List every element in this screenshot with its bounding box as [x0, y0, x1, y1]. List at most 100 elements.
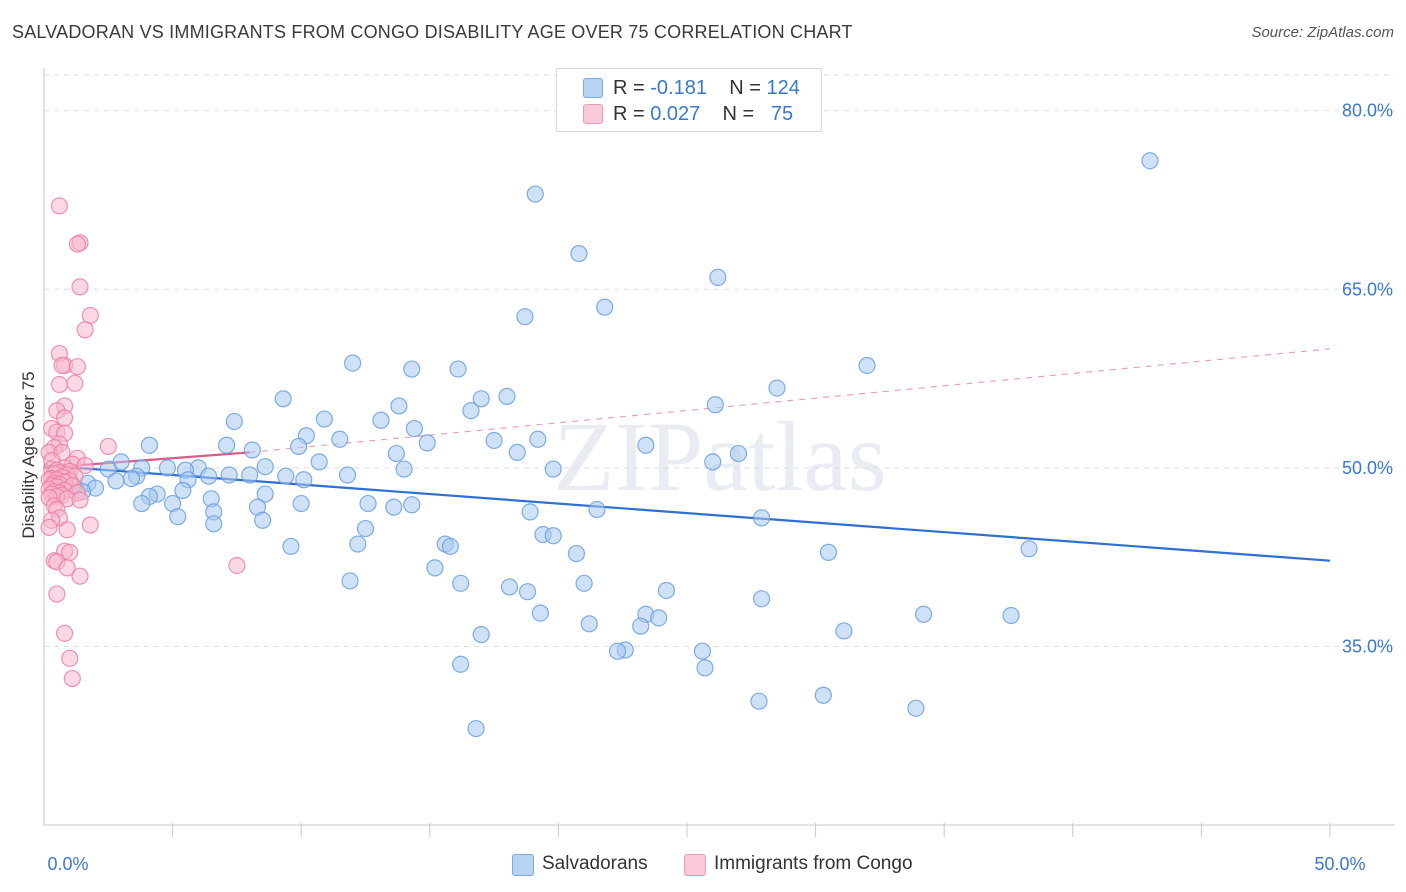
- salvadoran-point: [338, 466, 357, 484]
- salvadoran-point: [256, 485, 274, 503]
- watermark: ZIPatlas: [553, 401, 886, 512]
- salvadoran-point: [112, 453, 130, 471]
- congo-point: [68, 358, 87, 376]
- congo-point: [68, 235, 87, 253]
- salvadoran-point: [608, 642, 627, 660]
- salvadoran-point: [403, 496, 421, 514]
- r-label: R =: [613, 103, 645, 125]
- salvadoran-point: [472, 625, 490, 644]
- salvadoran-point: [390, 397, 408, 415]
- salvadoran-point: [452, 574, 470, 592]
- salvadoran-point: [290, 437, 308, 456]
- y-tick-label: 65.0%: [1342, 279, 1393, 299]
- salvadoran-point: [292, 494, 310, 513]
- congo-point: [63, 669, 81, 688]
- salvadoran-point: [567, 544, 586, 563]
- salvadoran-point: [580, 615, 598, 633]
- legend-label: Salvadorans: [542, 853, 648, 874]
- salvadoran-point: [385, 498, 403, 516]
- source-label: Source: ZipAtlas.com: [1251, 24, 1394, 41]
- salvadoran-point: [200, 467, 218, 485]
- x-tick-label: 0.0%: [47, 854, 88, 874]
- salvadoran-point: [907, 699, 925, 717]
- congo-point: [76, 321, 94, 339]
- chart-title: SALVADORAN VS IMMIGRANTS FROM CONGO DISA…: [12, 22, 853, 42]
- congo-point: [58, 559, 76, 577]
- salvadoran-point: [516, 308, 534, 326]
- x-tick-label: 50.0%: [1314, 854, 1365, 874]
- salvadoran-point: [449, 360, 467, 378]
- salvadoran-point: [140, 436, 159, 454]
- salvadoran-point: [768, 379, 786, 397]
- salvadoran-point: [372, 411, 390, 429]
- salvadoran-trend-line: [43, 464, 1331, 562]
- congo-point: [58, 521, 76, 539]
- salvadoran-point: [241, 466, 259, 484]
- congo-point: [228, 556, 246, 575]
- salvadoran-point: [277, 467, 295, 485]
- congo-point: [53, 356, 71, 375]
- salvadoran-point: [243, 441, 261, 459]
- salvadoran-point: [274, 390, 292, 408]
- congo-point: [71, 491, 89, 509]
- congo-point: [99, 437, 117, 456]
- salvadoran-point: [349, 535, 367, 553]
- tick-labels: 35.0% 50.0% 65.0% 80.0% 0.0% 50.0%: [47, 101, 1393, 874]
- salvadoran-point: [254, 511, 272, 529]
- salvadoran-point: [158, 459, 177, 477]
- salvadoran-point: [706, 396, 724, 414]
- r-value: 0.027: [650, 103, 701, 125]
- salvadoran-point: [441, 537, 459, 556]
- salvadoran-point: [657, 581, 676, 600]
- n-label: N =: [722, 103, 755, 125]
- congo-point: [40, 518, 58, 536]
- y-axis-label: Disability Age Over 75: [19, 371, 38, 538]
- salvadoran-point: [107, 472, 125, 490]
- salvadoran-point: [341, 572, 359, 590]
- salvadoran-point: [218, 436, 236, 454]
- salvadoran-point: [387, 444, 405, 463]
- salvadoran-point: [709, 268, 727, 286]
- legend-swatch: [684, 854, 706, 876]
- salvadoran-point: [403, 360, 421, 378]
- y-tick-label: 50.0%: [1342, 458, 1393, 478]
- salvadoran-point: [858, 356, 876, 375]
- salvadoran-point: [122, 469, 141, 488]
- r-label: R =: [613, 77, 645, 99]
- y-tick-label: 80.0%: [1342, 101, 1393, 121]
- salvadoran-point: [637, 436, 655, 454]
- salvadoran-point: [544, 527, 562, 545]
- salvadoran-point: [1141, 152, 1159, 170]
- salvadoran-point: [526, 185, 544, 203]
- salvadoran-point: [498, 387, 516, 406]
- salvadoran-point: [915, 605, 933, 623]
- salvadoran-point: [508, 443, 526, 461]
- salvadoran-point: [1002, 606, 1020, 625]
- salvadoran-point: [696, 659, 714, 677]
- salvadoran-point: [588, 500, 606, 519]
- salvadoran-point: [485, 431, 503, 450]
- congo-point: [81, 306, 99, 325]
- salvadoran-point: [295, 471, 313, 489]
- salvadoran-point: [650, 609, 668, 627]
- salvadoran-point: [315, 410, 333, 428]
- salvadoran-point: [356, 519, 375, 538]
- salvadoran-point: [426, 559, 444, 577]
- salvadoran-point: [814, 686, 832, 704]
- salvadoran-point: [282, 537, 300, 556]
- congo-point: [71, 567, 89, 585]
- salvadoran-point: [310, 453, 328, 471]
- salvadoran-point: [570, 244, 588, 263]
- salvadoran-point: [693, 642, 712, 660]
- salvadoran-point: [632, 617, 650, 635]
- salvadoran-point: [462, 402, 480, 420]
- salvadoran-point: [225, 412, 243, 431]
- salvadoran-point: [835, 622, 853, 640]
- salvadoran-point: [359, 494, 377, 513]
- salvadoran-point: [752, 509, 771, 527]
- salvadoran-point: [395, 460, 413, 478]
- congo-point: [66, 374, 84, 392]
- y-tick-label: 35.0%: [1342, 636, 1393, 656]
- salvadoran-point: [256, 458, 274, 476]
- salvadoran-point: [405, 419, 423, 438]
